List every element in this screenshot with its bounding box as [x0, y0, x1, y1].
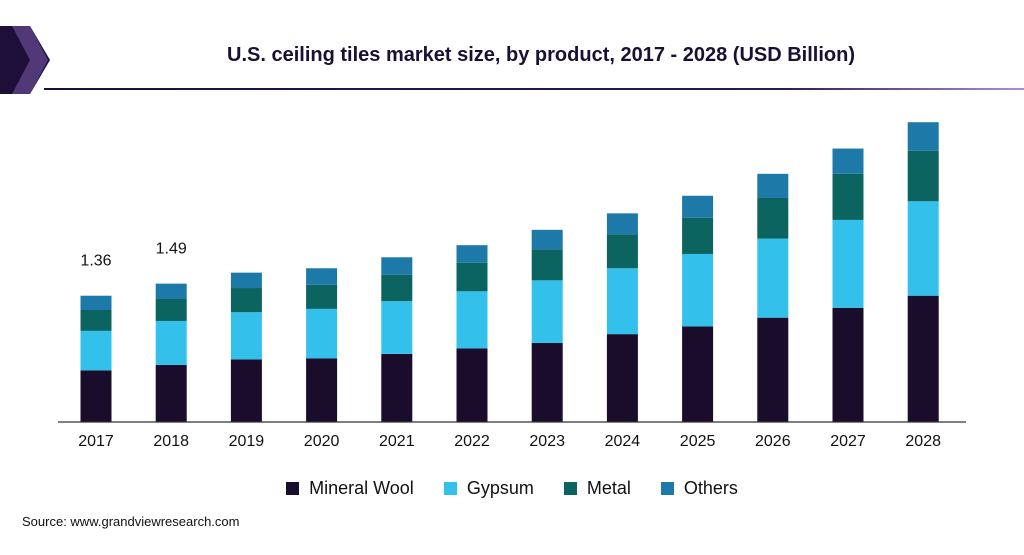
legend-item-mineral-wool: Mineral Wool [286, 478, 414, 499]
x-tick-label: 2026 [755, 433, 791, 450]
bar-2023-metal [531, 249, 563, 281]
bar-2023-gypsum [531, 280, 563, 343]
bar-2023-others [531, 229, 563, 250]
bar-2019-others [230, 272, 262, 289]
bar-2021-mineral-wool [381, 353, 413, 422]
x-tick-label: 2024 [605, 433, 641, 450]
bar-2027-others [832, 148, 864, 174]
legend-label: Mineral Wool [309, 478, 414, 498]
bar-2025-gypsum [682, 253, 714, 327]
bar-2023-mineral-wool [531, 342, 563, 422]
bar-2021-gypsum [381, 301, 413, 354]
data-label-2018: 1.49 [156, 241, 187, 258]
legend-swatch [443, 482, 457, 495]
bar-2027-gypsum [832, 219, 864, 308]
legend-swatch [563, 482, 577, 495]
bar-2020-gypsum [306, 308, 338, 359]
data-label-2017: 1.36 [80, 253, 111, 270]
x-tick-label: 2023 [529, 433, 565, 450]
legend-item-metal: Metal [563, 478, 631, 499]
bar-2018-others [155, 283, 187, 300]
bar-2017-metal [80, 309, 112, 331]
bar-2020-mineral-wool [306, 358, 338, 422]
bar-2017-gypsum [80, 330, 112, 371]
legend-label: Metal [586, 478, 631, 498]
x-tick-label: 2028 [905, 433, 941, 450]
chart-title: U.S. ceiling tiles market size, by produ… [227, 44, 855, 66]
bar-2022-gypsum [456, 291, 488, 349]
legend-item-gypsum: Gypsum [443, 478, 534, 499]
bar-2024-metal [606, 234, 638, 269]
legend-swatch [286, 482, 300, 495]
title-divider [44, 88, 1024, 90]
bar-2024-mineral-wool [606, 334, 638, 422]
bar-2026-mineral-wool [757, 317, 789, 422]
chart-legend: Mineral Wool Gypsum Metal Others [0, 478, 1024, 499]
bar-2018-mineral-wool [155, 364, 187, 422]
bar-2017-mineral-wool [80, 370, 112, 422]
legend-item-others: Others [660, 478, 738, 499]
legend-label: Gypsum [466, 478, 534, 498]
bar-2020-metal [306, 284, 338, 309]
bar-2028-metal [907, 150, 939, 202]
bar-2027-metal [832, 173, 864, 220]
bar-2024-gypsum [606, 268, 638, 335]
bar-2020-others [306, 268, 338, 285]
bar-2026-metal [757, 197, 789, 239]
bar-2018-metal [155, 299, 187, 321]
bar-2025-mineral-wool [682, 326, 714, 422]
bar-2022-mineral-wool [456, 348, 488, 422]
legend-swatch [660, 482, 674, 495]
bar-2019-gypsum [230, 312, 262, 360]
bar-2022-metal [456, 262, 488, 292]
bar-2025-metal [682, 217, 714, 254]
x-tick-label: 2018 [153, 433, 189, 450]
bars-group [80, 122, 939, 422]
x-tick-label: 2022 [454, 433, 490, 450]
x-tick-label: 2020 [304, 433, 340, 450]
bar-2028-mineral-wool [907, 295, 939, 422]
data-labels: 1.36 1.49 [80, 241, 186, 270]
bar-2021-others [381, 257, 413, 275]
x-tick-label: 2021 [379, 433, 415, 450]
legend-label: Others [683, 478, 738, 498]
stacked-bar-chart: 2017 2018 2019 2020 2021 2022 2023 2024 2025 2026… [58, 122, 966, 450]
x-tick-labels: 2017 2018 2019 2020 2021 2022 2023 2024 2025 2026… [78, 433, 941, 450]
x-tick-label: 2025 [680, 433, 716, 450]
brand-logo-icon [0, 26, 50, 94]
bar-2028-gypsum [907, 201, 939, 296]
bar-2022-others [456, 245, 488, 263]
x-tick-label: 2019 [229, 433, 265, 450]
bar-2026-others [757, 173, 789, 198]
bar-2024-others [606, 213, 638, 235]
bar-2026-gypsum [757, 238, 789, 318]
bar-2025-others [682, 195, 714, 218]
source-note: Source: www.grandviewresearch.com [22, 514, 240, 529]
x-tick-label: 2017 [78, 433, 114, 450]
x-tick-label: 2027 [830, 433, 866, 450]
bar-2019-mineral-wool [230, 359, 262, 422]
bar-2021-metal [381, 274, 413, 302]
bar-2018-gypsum [155, 320, 187, 365]
bar-2019-metal [230, 288, 262, 313]
bar-2017-others [80, 295, 112, 310]
bar-2028-others [907, 122, 939, 151]
bar-2027-mineral-wool [832, 307, 864, 422]
